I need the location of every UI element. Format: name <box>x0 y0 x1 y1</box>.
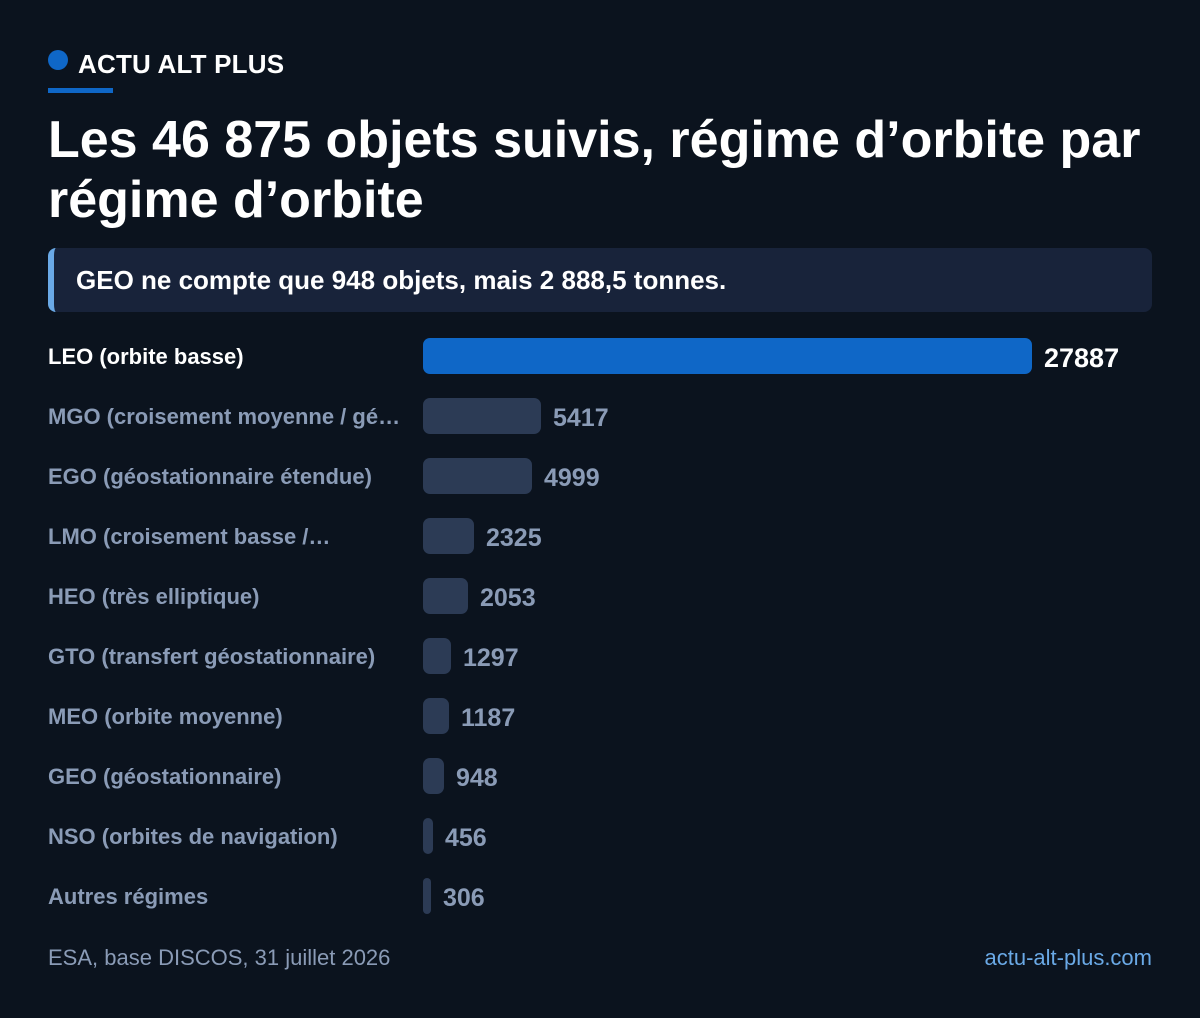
category-label: MGO (croisement moyenne / gé… <box>48 404 401 429</box>
category-label: LEO (orbite basse) <box>48 344 244 369</box>
category-label: Autres régimes <box>48 884 209 909</box>
value-label: 456 <box>445 824 487 852</box>
category-label: GEO (géostationnaire) <box>48 764 282 789</box>
category-label: MEO (orbite moyenne) <box>48 704 283 729</box>
brand-underline <box>48 88 113 93</box>
callout-box: GEO ne compte que 948 objets, mais 2 888… <box>48 248 1152 312</box>
bar <box>423 458 532 494</box>
bar <box>423 398 541 434</box>
category-label: LMO (croisement basse /… <box>48 524 331 549</box>
value-label: 1297 <box>463 644 519 672</box>
bar <box>423 878 431 914</box>
value-label: 2053 <box>480 584 536 612</box>
category-label: HEO (très elliptique) <box>48 584 260 609</box>
value-label: 27887 <box>1044 343 1120 373</box>
site-link[interactable]: actu-alt-plus.com <box>984 945 1152 970</box>
bar <box>423 638 451 674</box>
brand-name: ACTU ALT PLUS <box>78 48 285 79</box>
brand: ACTU ALT PLUS <box>48 48 284 80</box>
value-label: 5417 <box>553 404 609 432</box>
category-label: NSO (orbites de navigation) <box>48 824 338 849</box>
value-label: 4999 <box>544 464 600 492</box>
page-title: Les 46 875 objets suivis, régime d’orbit… <box>48 111 1141 229</box>
bar <box>423 818 433 854</box>
brand-dot-icon <box>48 50 68 70</box>
bar <box>423 518 474 554</box>
value-label: 306 <box>443 884 485 912</box>
value-label: 2325 <box>486 524 542 552</box>
bar <box>423 578 468 614</box>
value-label: 1187 <box>461 704 516 732</box>
source-note: ESA, base DISCOS, 31 juillet 2026 <box>48 945 391 970</box>
value-label: 948 <box>456 764 498 792</box>
bar <box>423 338 1032 374</box>
bar <box>423 758 444 794</box>
callout-text: GEO ne compte que 948 objets, mais 2 888… <box>76 264 727 295</box>
bar <box>423 698 449 734</box>
category-label: EGO (géostationnaire étendue) <box>48 464 372 489</box>
category-label: GTO (transfert géostationnaire) <box>48 644 376 669</box>
